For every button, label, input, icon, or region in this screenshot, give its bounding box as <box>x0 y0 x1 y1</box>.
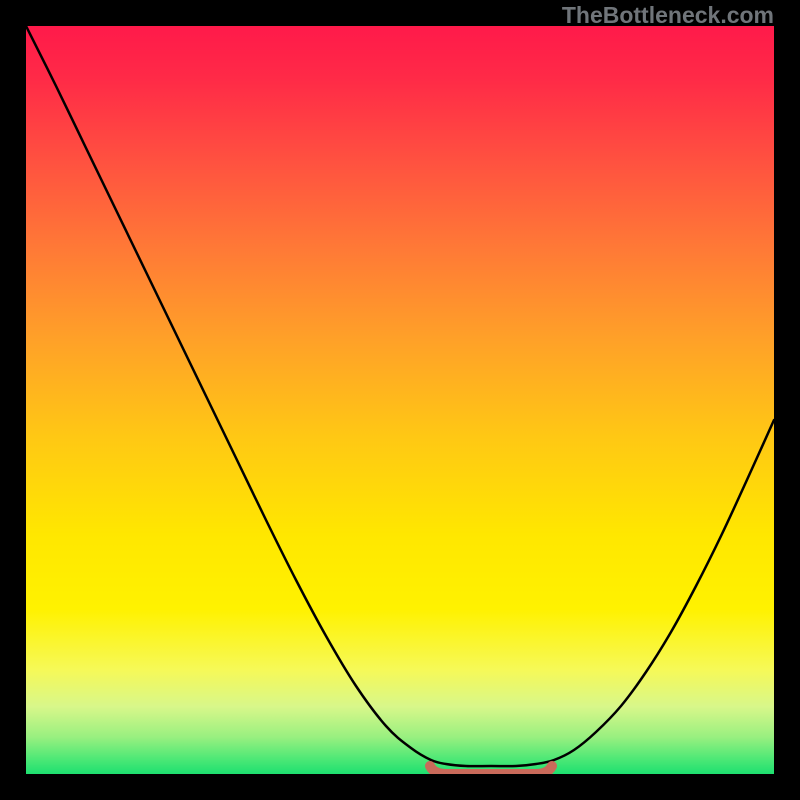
bottleneck-chart <box>0 0 800 800</box>
plot-background <box>26 26 774 774</box>
watermark-text: TheBottleneck.com <box>562 2 774 29</box>
chart-container: TheBottleneck.com <box>0 0 800 800</box>
